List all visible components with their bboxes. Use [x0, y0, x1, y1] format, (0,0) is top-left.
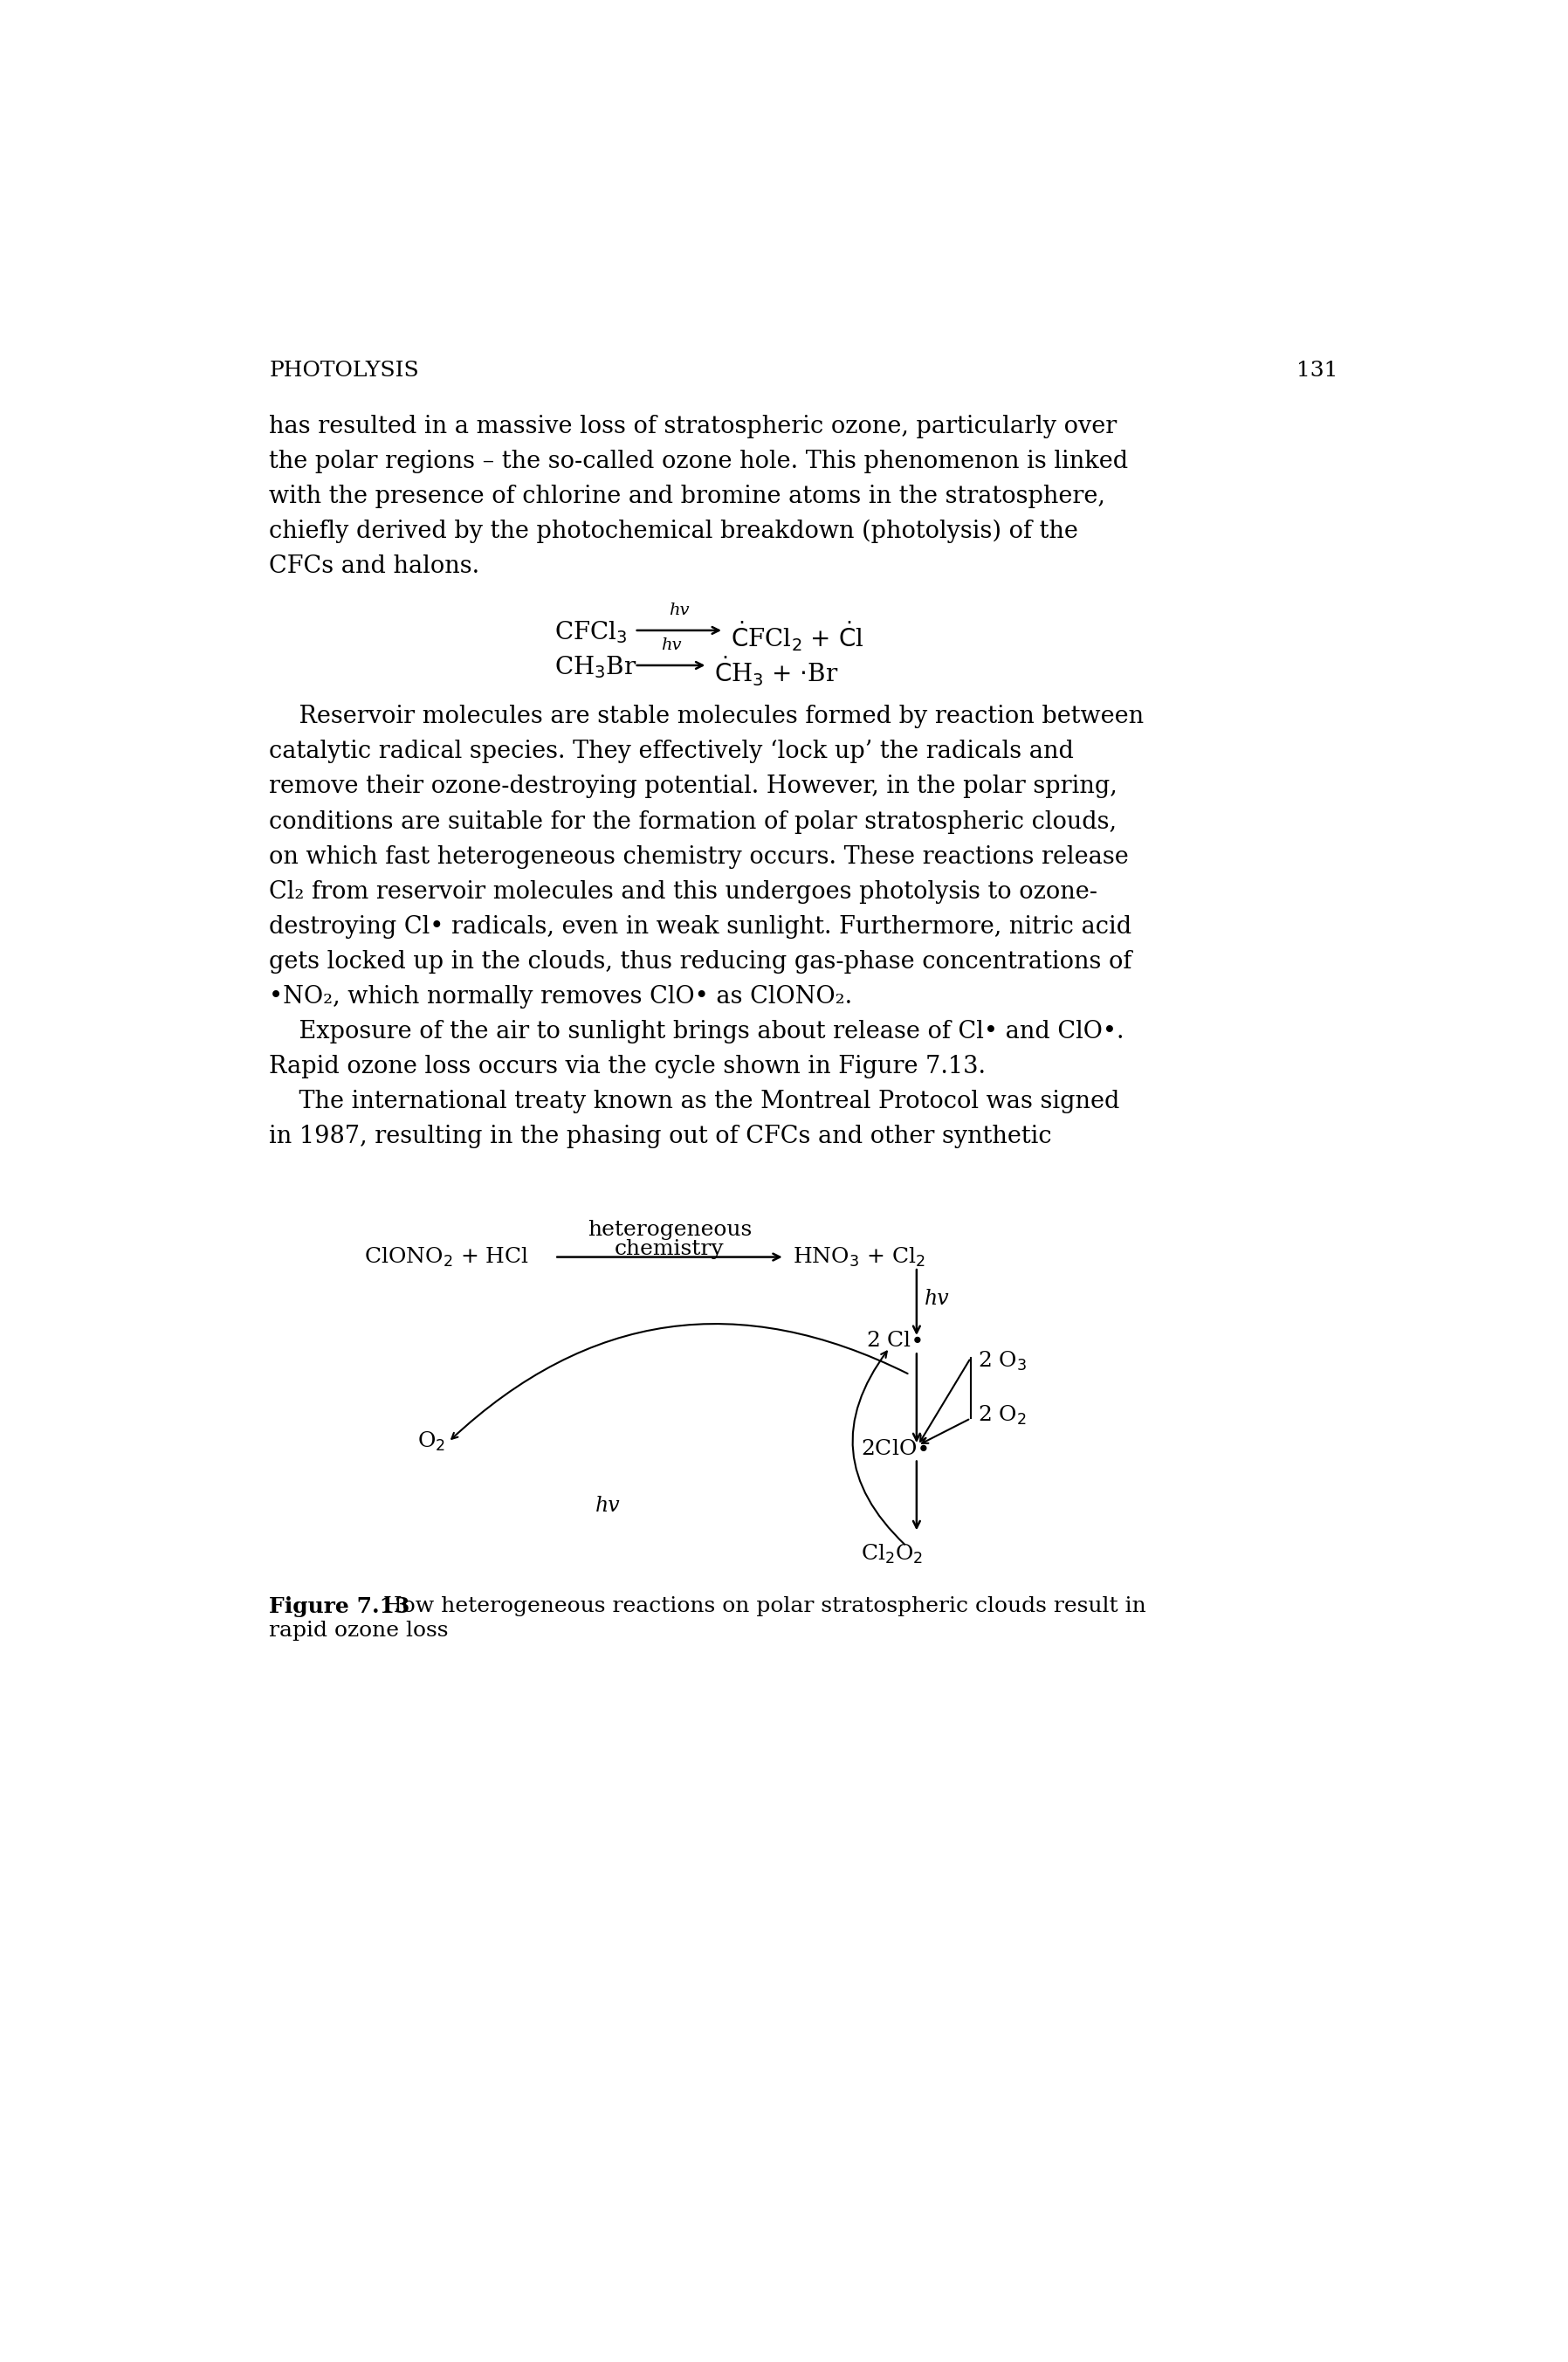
Text: 2 Cl$\bullet$: 2 Cl$\bullet$ [866, 1332, 922, 1351]
Text: conditions are suitable for the formation of polar stratospheric clouds,: conditions are suitable for the formatio… [270, 810, 1116, 834]
Text: Exposure of the air to sunlight brings about release of Cl• and ClO•.: Exposure of the air to sunlight brings a… [270, 1020, 1124, 1044]
Text: hv: hv [660, 638, 681, 654]
Text: hv: hv [596, 1495, 621, 1516]
Text: $\dot{\mathrm{C}}$H$_3$ + $\cdot$Br: $\dot{\mathrm{C}}$H$_3$ + $\cdot$Br [715, 654, 839, 687]
Text: has resulted in a massive loss of stratospheric ozone, particularly over: has resulted in a massive loss of strato… [270, 416, 1116, 437]
Text: CFCs and halons.: CFCs and halons. [270, 555, 480, 579]
Text: destroying Cl• radicals, even in weak sunlight. Furthermore, nitric acid: destroying Cl• radicals, even in weak su… [270, 914, 1132, 938]
Text: 131: 131 [1297, 361, 1338, 380]
Text: hv: hv [925, 1290, 950, 1309]
Text: How heterogeneous reactions on polar stratospheric clouds result in: How heterogeneous reactions on polar str… [368, 1597, 1146, 1616]
Text: chiefly derived by the photochemical breakdown (photolysis) of the: chiefly derived by the photochemical bre… [270, 520, 1079, 543]
Text: CFCl$_3$: CFCl$_3$ [555, 619, 627, 645]
Text: 2 O$_3$: 2 O$_3$ [977, 1349, 1027, 1372]
Text: •NO₂, which normally removes ClO• as ClONO₂.: •NO₂, which normally removes ClO• as ClO… [270, 985, 853, 1009]
Text: PHOTOLYSIS: PHOTOLYSIS [270, 361, 419, 380]
Text: chemistry: chemistry [615, 1238, 724, 1259]
Text: Figure 7.13: Figure 7.13 [270, 1597, 409, 1618]
Text: on which fast heterogeneous chemistry occurs. These reactions release: on which fast heterogeneous chemistry oc… [270, 846, 1129, 869]
Text: 2ClO$\bullet$: 2ClO$\bullet$ [861, 1438, 928, 1460]
Text: remove their ozone-destroying potential. However, in the polar spring,: remove their ozone-destroying potential.… [270, 775, 1118, 798]
Text: catalytic radical species. They effectively ‘lock up’ the radicals and: catalytic radical species. They effectiv… [270, 739, 1074, 763]
Text: Cl$_2$O$_2$: Cl$_2$O$_2$ [861, 1542, 922, 1566]
Text: Cl₂ from reservoir molecules and this undergoes photolysis to ozone-: Cl₂ from reservoir molecules and this un… [270, 879, 1098, 902]
Text: in 1987, resulting in the phasing out of CFCs and other synthetic: in 1987, resulting in the phasing out of… [270, 1124, 1052, 1148]
Text: hv: hv [670, 602, 690, 619]
Text: gets locked up in the clouds, thus reducing gas-phase concentrations of: gets locked up in the clouds, thus reduc… [270, 950, 1132, 973]
Text: heterogeneous: heterogeneous [588, 1221, 751, 1240]
Text: O$_2$: O$_2$ [417, 1431, 445, 1453]
Text: Rapid ozone loss occurs via the cycle shown in Figure 7.13.: Rapid ozone loss occurs via the cycle sh… [270, 1056, 986, 1077]
Text: The international treaty known as the Montreal Protocol was signed: The international treaty known as the Mo… [270, 1089, 1120, 1113]
Text: $\dot{\mathrm{C}}$FCl$_2$ + $\dot{\mathrm{C}}$l: $\dot{\mathrm{C}}$FCl$_2$ + $\dot{\mathr… [731, 619, 864, 652]
Text: with the presence of chlorine and bromine atoms in the stratosphere,: with the presence of chlorine and bromin… [270, 484, 1105, 508]
Text: CH$_3$Br: CH$_3$Br [555, 654, 637, 680]
Text: HNO$_3$ + Cl$_2$: HNO$_3$ + Cl$_2$ [793, 1245, 925, 1268]
Text: Reservoir molecules are stable molecules formed by reaction between: Reservoir molecules are stable molecules… [270, 704, 1145, 727]
Text: 2 O$_2$: 2 O$_2$ [977, 1403, 1027, 1427]
Text: the polar regions – the so-called ozone hole. This phenomenon is linked: the polar regions – the so-called ozone … [270, 449, 1129, 472]
Text: rapid ozone loss: rapid ozone loss [270, 1620, 448, 1642]
Text: ClONO$_2$ + HCl: ClONO$_2$ + HCl [364, 1245, 528, 1268]
